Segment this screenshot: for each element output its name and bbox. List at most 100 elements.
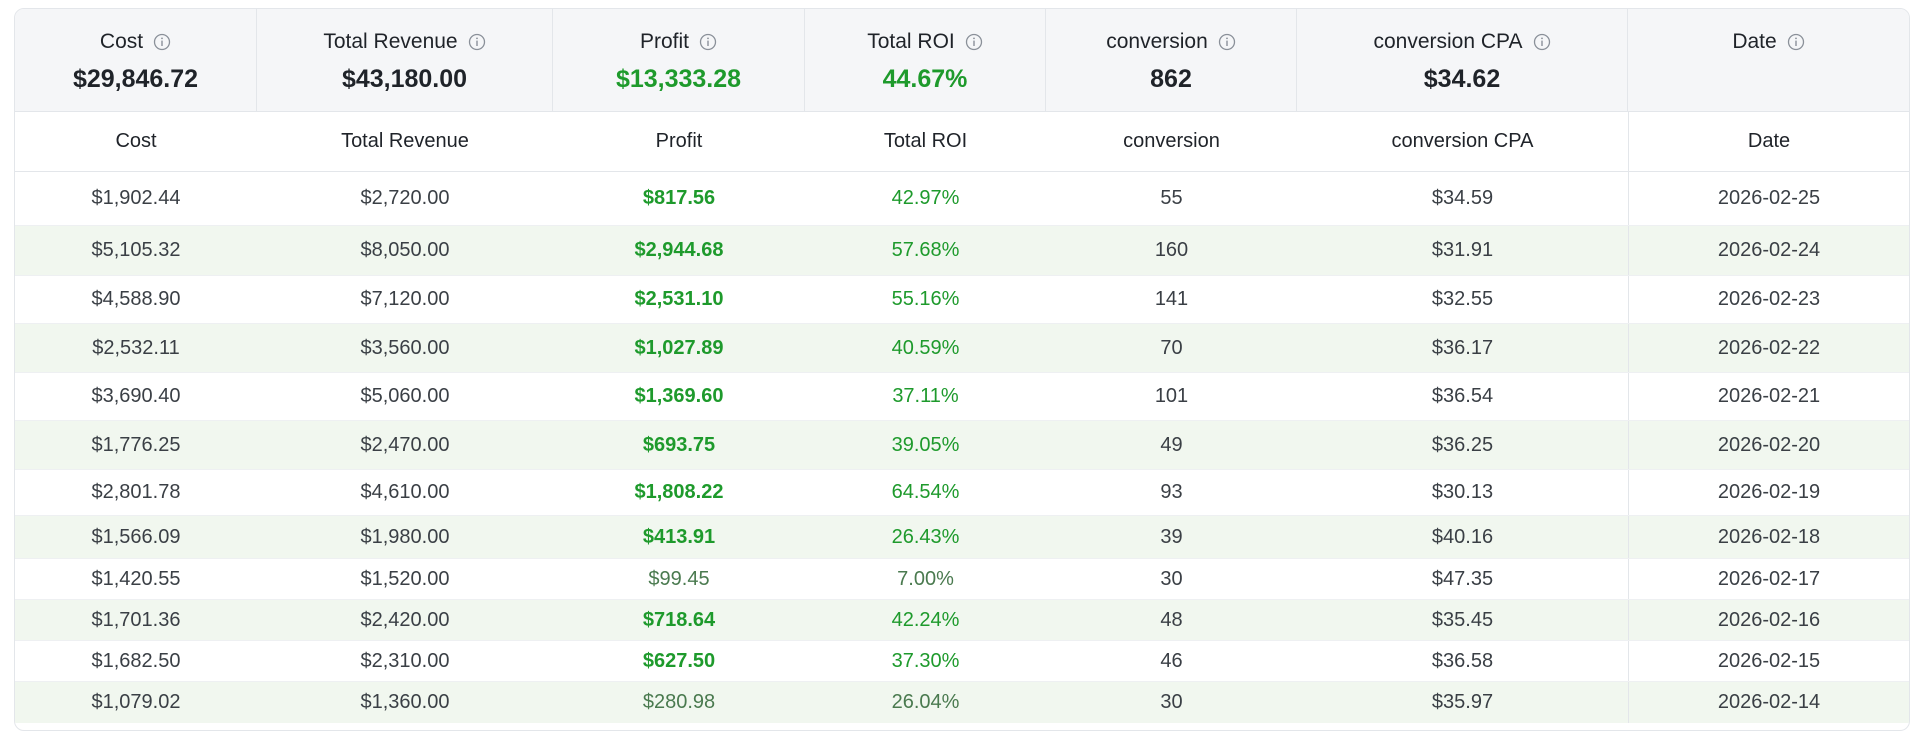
summary-value: 862 [1150, 65, 1192, 93]
cell-profit: $2,944.68 [634, 239, 724, 261]
summary-row: Cost $29,846.72 Total Revenue $43,180.00… [15, 9, 1909, 112]
cell-cost: $3,690.40 [91, 385, 181, 407]
column-header-profit[interactable]: Profit [655, 130, 703, 152]
info-icon[interactable] [699, 33, 717, 51]
cell-roi: 40.59% [891, 336, 960, 359]
cell-date: 2026-02-20 [1628, 421, 1909, 469]
info-icon[interactable] [153, 33, 171, 51]
cell-cpa: $36.54 [1431, 385, 1494, 407]
cell-revenue: $2,720.00 [360, 187, 450, 209]
summary-cost: Cost $29,846.72 [15, 9, 257, 111]
report-table-panel: Cost $29,846.72 Total Revenue $43,180.00… [14, 8, 1910, 731]
cell-cost: $4,588.90 [91, 288, 181, 310]
cell-roi: 37.30% [891, 649, 960, 672]
table-row[interactable]: $1,701.36 $2,420.00 $718.64 42.24% 48 $3… [15, 600, 1909, 641]
cell-cpa: $32.55 [1431, 288, 1494, 310]
summary-label: Total ROI [867, 30, 955, 53]
cell-roi: 64.54% [891, 481, 960, 503]
cell-date: 2026-02-14 [1628, 682, 1909, 723]
table-row[interactable]: $1,420.55 $1,520.00 $99.45 7.00% 30 $47.… [15, 559, 1909, 600]
cell-cpa: $40.16 [1431, 525, 1494, 548]
cell-date: 2026-02-18 [1628, 516, 1909, 558]
cell-cpa: $31.91 [1431, 239, 1494, 261]
cell-date: 2026-02-21 [1628, 373, 1909, 420]
cell-date: 2026-02-15 [1628, 641, 1909, 681]
cell-cost: $5,105.32 [91, 239, 181, 261]
cell-cpa: $30.13 [1431, 481, 1494, 503]
cell-conversion: 55 [1160, 187, 1183, 209]
table-row[interactable]: $1,566.09 $1,980.00 $413.91 26.43% 39 $4… [15, 516, 1909, 559]
cell-conversion: 70 [1160, 336, 1183, 359]
cell-roi: 39.05% [891, 433, 960, 456]
table-row[interactable]: $1,776.25 $2,470.00 $693.75 39.05% 49 $3… [15, 421, 1909, 470]
summary-date: Date [1628, 9, 1909, 111]
cell-revenue: $1,520.00 [360, 567, 450, 590]
table-row[interactable]: $1,079.02 $1,360.00 $280.98 26.04% 30 $3… [15, 682, 1909, 723]
column-header-cost[interactable]: Cost [115, 130, 157, 152]
cell-date: 2026-02-17 [1628, 559, 1909, 599]
table-row[interactable]: $3,690.40 $5,060.00 $1,369.60 37.11% 101… [15, 373, 1909, 421]
info-icon[interactable] [468, 33, 486, 51]
cell-revenue: $4,610.00 [360, 481, 450, 503]
column-header-conversion-cpa[interactable]: conversion CPA [1391, 130, 1534, 152]
cell-date: 2026-02-23 [1628, 276, 1909, 323]
table-body: $1,902.44 $2,720.00 $817.56 42.97% 55 $3… [15, 172, 1909, 723]
summary-label: Total Revenue [323, 30, 458, 53]
column-header-total-roi[interactable]: Total ROI [883, 130, 968, 152]
cell-conversion: 46 [1160, 649, 1183, 672]
cell-conversion: 30 [1160, 691, 1183, 713]
summary-value: $43,180.00 [341, 65, 468, 93]
cell-profit: $99.45 [648, 567, 710, 590]
cell-cost: $1,776.25 [91, 433, 181, 456]
summary-value: $34.62 [1423, 65, 1501, 93]
cell-roi: 26.43% [891, 525, 960, 548]
cell-cost: $1,902.44 [91, 187, 181, 209]
info-icon[interactable] [1533, 33, 1551, 51]
summary-conversion: conversion 862 [1046, 9, 1297, 111]
cell-cost: $1,079.02 [91, 691, 181, 713]
cell-conversion: 48 [1160, 608, 1183, 631]
info-icon[interactable] [965, 33, 983, 51]
summary-value: 44.67% [882, 65, 968, 93]
cell-conversion: 30 [1160, 567, 1183, 590]
cell-cost: $1,420.55 [91, 567, 181, 590]
table-row[interactable]: $2,801.78 $4,610.00 $1,808.22 64.54% 93 … [15, 470, 1909, 516]
summary-profit: Profit $13,333.28 [553, 9, 805, 111]
table-row[interactable]: $1,902.44 $2,720.00 $817.56 42.97% 55 $3… [15, 172, 1909, 226]
cell-profit: $693.75 [642, 433, 716, 456]
cell-profit: $718.64 [642, 608, 716, 631]
cell-revenue: $3,560.00 [360, 336, 450, 359]
cell-profit: $280.98 [642, 691, 716, 713]
cell-revenue: $7,120.00 [360, 288, 450, 310]
summary-label: Cost [99, 30, 144, 53]
table-row[interactable]: $1,682.50 $2,310.00 $627.50 37.30% 46 $3… [15, 641, 1909, 682]
column-header-date[interactable]: Date [1628, 112, 1909, 171]
cell-cost: $2,801.78 [91, 481, 181, 503]
cell-date: 2026-02-19 [1628, 470, 1909, 515]
summary-label: Date [1732, 30, 1777, 53]
cell-date: 2026-02-25 [1628, 172, 1909, 225]
cell-cpa: $36.25 [1431, 433, 1494, 456]
cell-roi: 57.68% [891, 239, 960, 261]
cell-conversion: 49 [1160, 433, 1183, 456]
table-row[interactable]: $5,105.32 $8,050.00 $2,944.68 57.68% 160… [15, 226, 1909, 276]
cell-profit: $1,808.22 [634, 481, 724, 503]
column-header-total-revenue[interactable]: Total Revenue [341, 130, 469, 152]
info-icon[interactable] [1787, 33, 1805, 51]
summary-total-roi: Total ROI 44.67% [805, 9, 1046, 111]
cell-roi: 42.24% [891, 608, 960, 631]
table-row[interactable]: $2,532.11 $3,560.00 $1,027.89 40.59% 70 … [15, 324, 1909, 373]
cell-revenue: $8,050.00 [360, 239, 450, 261]
cell-cpa: $36.17 [1431, 336, 1494, 359]
cell-cpa: $35.45 [1431, 608, 1494, 631]
cell-revenue: $1,360.00 [360, 691, 450, 713]
column-header-conversion[interactable]: conversion [1123, 130, 1220, 152]
cell-revenue: $2,420.00 [360, 608, 450, 631]
table-row[interactable]: $4,588.90 $7,120.00 $2,531.10 55.16% 141… [15, 276, 1909, 324]
info-icon[interactable] [1218, 33, 1236, 51]
cell-revenue: $2,470.00 [360, 433, 450, 456]
summary-value: $13,333.28 [615, 65, 742, 93]
column-header-row: Cost Total Revenue Profit Total ROI conv… [15, 112, 1909, 172]
cell-cost: $1,701.36 [91, 608, 181, 631]
cell-roi: 7.00% [897, 567, 954, 590]
